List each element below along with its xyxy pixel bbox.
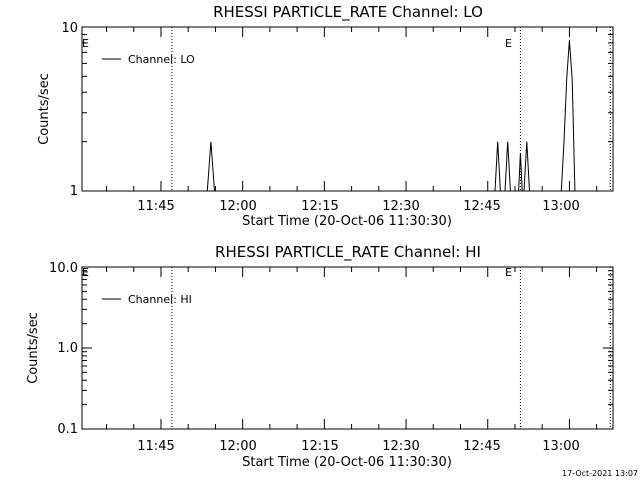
y-axis-label: Counts/sec [37, 73, 52, 145]
series-line [494, 141, 501, 192]
x-tick-label: 11:45 [137, 199, 174, 214]
series-line [518, 153, 523, 192]
chart-title: RHESSI PARTICLE_RATE Channel: LO [213, 3, 483, 22]
generation-timestamp: 17-Oct-2021 13:07 [562, 469, 638, 478]
x-tick-label: 12:15 [301, 199, 338, 214]
x-axis-label: Start Time (20-Oct-06 11:30:30) [242, 214, 452, 229]
chart-title: RHESSI PARTICLE_RATE Channel: HI [215, 243, 481, 262]
legend-label: Channel: LO [128, 53, 195, 66]
x-tick-label: 12:30 [382, 199, 419, 214]
legend-label: Channel: HI [128, 293, 192, 306]
y-tick-label: 0.1 [57, 422, 78, 437]
series-line [504, 141, 511, 192]
event-marker-label: E [82, 266, 89, 279]
x-tick-label: 12:45 [463, 199, 500, 214]
panel-lo: RHESSI PARTICLE_RATE Channel: LO Counts/… [37, 3, 614, 229]
series-line [523, 141, 530, 192]
x-tick-label: 12:30 [382, 439, 419, 454]
x-tick-label: 13:00 [542, 439, 579, 454]
x-tick-label: 13:00 [542, 199, 579, 214]
y-axis-label: Counts/sec [26, 312, 41, 384]
x-tick-label: 12:00 [219, 199, 256, 214]
plot-frame [81, 26, 614, 192]
event-marker-label: E [82, 37, 89, 50]
series-line [560, 40, 576, 192]
x-tick-label: 11:45 [137, 439, 174, 454]
panel-hi: RHESSI PARTICLE_RATE Channel: HI Counts/… [26, 243, 614, 470]
y-tick-label: 10.0 [49, 261, 78, 276]
event-marker-label: E [505, 266, 512, 279]
y-tick-label: 1 [70, 184, 78, 199]
x-tick-label: 12:15 [301, 439, 338, 454]
x-tick-label: 12:00 [219, 439, 256, 454]
x-axis-label: Start Time (20-Oct-06 11:30:30) [242, 455, 452, 470]
x-tick-label: 12:45 [463, 439, 500, 454]
y-tick-label: 10 [61, 21, 78, 36]
y-tick-label: 1.0 [57, 341, 78, 356]
plot-marks [82, 266, 613, 430]
series-line [206, 141, 215, 192]
event-marker-label: E [505, 37, 512, 50]
plot-marks [82, 26, 613, 192]
